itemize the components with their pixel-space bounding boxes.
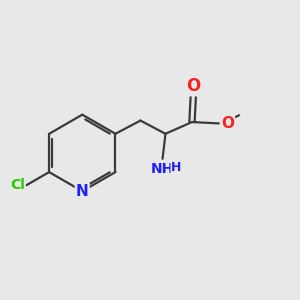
Text: N: N bbox=[76, 184, 89, 199]
Text: O: O bbox=[221, 116, 234, 131]
Text: H: H bbox=[171, 161, 181, 174]
Text: O: O bbox=[186, 77, 201, 95]
Text: NH: NH bbox=[151, 162, 174, 176]
Text: Cl: Cl bbox=[10, 178, 25, 192]
